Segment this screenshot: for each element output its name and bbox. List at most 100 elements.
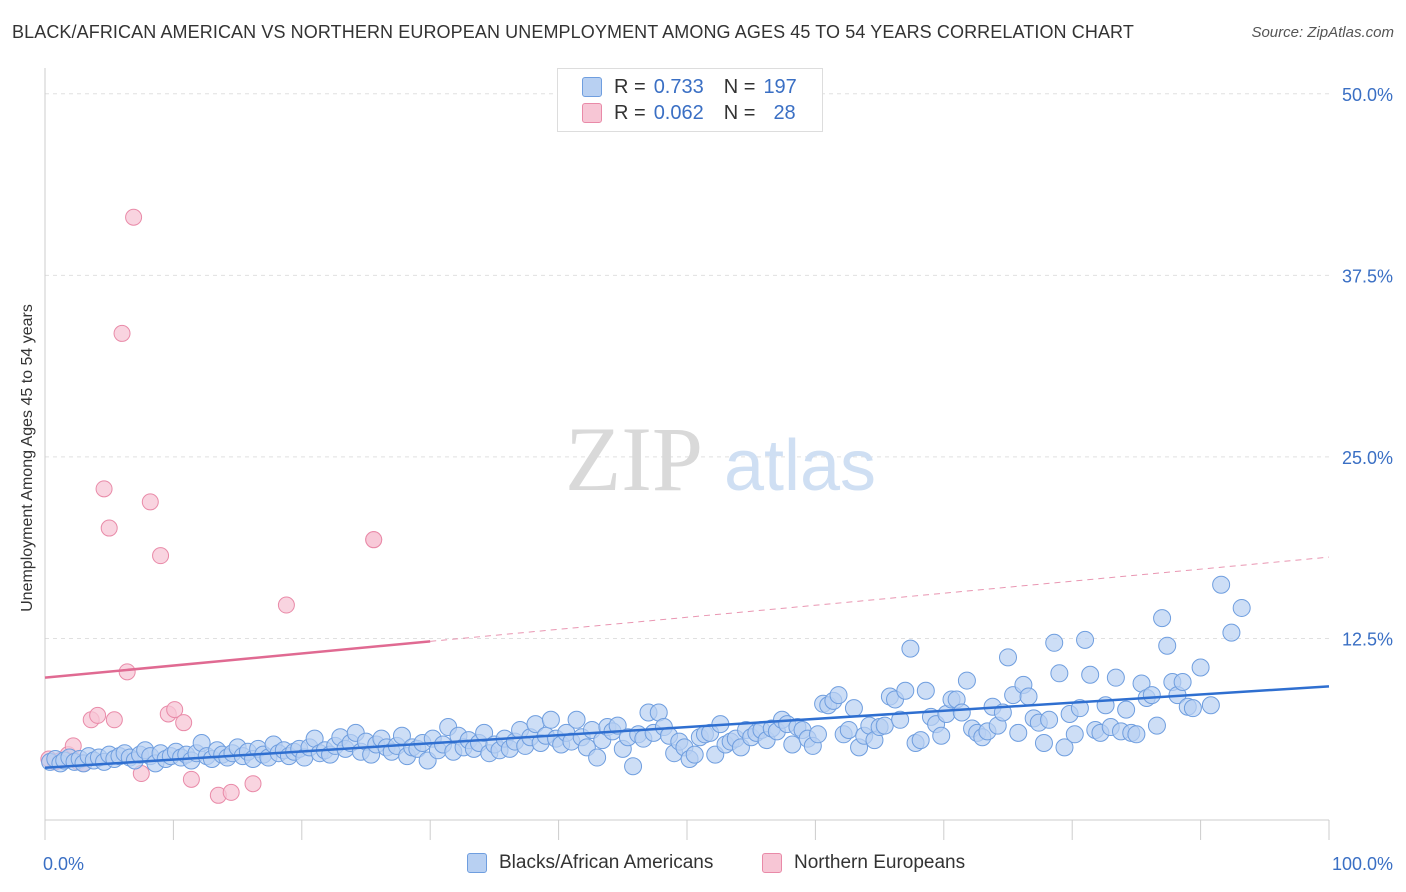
blacks-african-americans-point (875, 716, 894, 735)
blacks-african-americans-point (1222, 623, 1241, 642)
blacks-african-americans-point (1142, 686, 1161, 705)
blacks-african-americans-point (916, 681, 935, 700)
blacks-african-americans-point (1081, 665, 1100, 684)
blacks-african-americans-point (1173, 673, 1192, 692)
legend-row-northern-europeans: R = 0.062 N = 28 (582, 100, 796, 126)
legend-n-label: N = (723, 101, 756, 124)
watermark-atlas: atlas (724, 426, 876, 506)
blacks-african-americans-point (844, 699, 863, 718)
blacks-african-americans-points (41, 575, 1251, 776)
blacks-african-americans-point (588, 748, 607, 767)
blacks-african-americans-point (1076, 630, 1095, 649)
blacks-african-americans-point (1183, 699, 1202, 718)
blacks-african-americans-point (829, 686, 848, 705)
northern-europeans-point (175, 714, 193, 732)
blacks-african-americans-point (808, 725, 827, 744)
northern-europeans-point (182, 770, 200, 788)
northern-europeans-point (118, 663, 136, 681)
grid-layer (45, 93, 1329, 639)
blacks-african-americans-point (1191, 658, 1210, 677)
bottom-legend-label: Blacks/African Americans (499, 852, 714, 873)
blacks-african-americans-point (608, 716, 627, 735)
blacks-african-americans-point (1009, 723, 1028, 742)
bottom-legend-swatch-pink (762, 853, 782, 873)
legend-r-label: R = (614, 75, 646, 98)
y-tick-label-0: 12.5% (1342, 629, 1393, 649)
northern-europeans-point (152, 547, 170, 565)
blacks-african-americans-point (1158, 636, 1177, 655)
blacks-african-americans-point (1045, 633, 1064, 652)
blacks-african-americans-point (783, 735, 802, 754)
y-axis-label: Unemployment Among Ages 45 to 54 years (19, 304, 36, 612)
blacks-african-americans-point (1147, 716, 1166, 735)
x-tick-label-1: 100.0% (1332, 854, 1393, 874)
blacks-african-americans-point (475, 723, 494, 742)
blue-trend-line (44, 685, 1330, 769)
northern-europeans-point (277, 596, 295, 614)
blacks-african-americans-point (999, 648, 1017, 667)
blacks-african-americans-point (1153, 609, 1172, 628)
bottom-legend-label: Northern Europeans (794, 852, 966, 873)
northern-europeans-points (40, 208, 383, 804)
northern-europeans-point (365, 531, 383, 549)
blacks-african-americans-point (901, 639, 920, 658)
watermark: ZIP atlas (565, 408, 876, 510)
axis-layer (44, 68, 1330, 840)
legend-n-value: 28 (773, 101, 796, 124)
blacks-african-americans-point (891, 710, 910, 729)
legend-n-label: N = (723, 75, 756, 98)
blacks-african-americans-point (541, 710, 560, 729)
blacks-african-americans-point (839, 720, 858, 739)
blacks-african-americans-point (685, 745, 704, 764)
blacks-african-americans-point (567, 710, 586, 729)
tick-labels: 12.5% 25.0% 37.5% 50.0% 0.0% 100.0% (43, 85, 1393, 874)
blacks-african-americans-point (1065, 725, 1084, 744)
legend-swatch-pink (582, 103, 602, 123)
northern-europeans-point (244, 775, 262, 793)
trend-lines (44, 556, 1330, 769)
watermark-zip: ZIP (565, 408, 703, 510)
northern-europeans-point (166, 701, 184, 719)
blacks-african-americans-point (952, 703, 971, 722)
bottom-legend-swatch-blue (467, 853, 487, 873)
blacks-african-americans-point (932, 726, 951, 745)
legend-r-value: 0.733 (653, 75, 704, 98)
chart-title: BLACK/AFRICAN AMERICAN VS NORTHERN EUROP… (12, 22, 1134, 42)
legend-r-label: R = (614, 101, 646, 124)
y-tick-label-1: 25.0% (1342, 448, 1393, 468)
correlation-legend: R = 0.733 N = 197 R = 0.062 N = 28 (557, 68, 823, 132)
blacks-african-americans-point (1106, 668, 1125, 687)
legend-row-blacks: R = 0.733 N = 197 (582, 74, 797, 100)
blacks-african-americans-point (1201, 696, 1220, 715)
x-tick-label-0: 0.0% (43, 854, 84, 874)
northern-europeans-point (141, 493, 159, 511)
northern-europeans-point (113, 324, 131, 342)
blacks-african-americans-point (1117, 700, 1136, 719)
northern-europeans-point (95, 480, 113, 498)
northern-europeans-point (89, 706, 107, 724)
blacks-african-americans-point (1019, 687, 1038, 706)
northern-europeans-point (222, 783, 240, 801)
blacks-african-americans-point (911, 731, 930, 750)
blacks-african-americans-point (1232, 598, 1251, 617)
blacks-african-americans-point (1127, 725, 1146, 744)
blacks-african-americans-point (1050, 664, 1069, 683)
northern-europeans-point (105, 711, 123, 729)
pink-trend-line-extension (430, 556, 1330, 642)
blacks-african-americans-point (896, 681, 915, 700)
legend-swatch-blue (582, 77, 602, 97)
legend-r-value: 0.062 (653, 101, 704, 124)
blacks-african-americans-point (1070, 699, 1089, 718)
source-note: Source: ZipAtlas.com (1251, 24, 1394, 41)
blacks-african-americans-point (957, 671, 976, 690)
northern-europeans-point (100, 519, 118, 537)
blacks-african-americans-point (1040, 710, 1059, 729)
y-tick-label-2: 37.5% (1342, 266, 1393, 286)
blacks-african-americans-point (1034, 734, 1053, 753)
bottom-legend-blacks: Blacks/African Americans (467, 852, 713, 874)
blacks-african-americans-point (624, 757, 643, 776)
legend-n-value: 197 (763, 75, 797, 98)
blacks-african-americans-point (1212, 575, 1231, 594)
blacks-african-americans-point (1055, 738, 1074, 757)
